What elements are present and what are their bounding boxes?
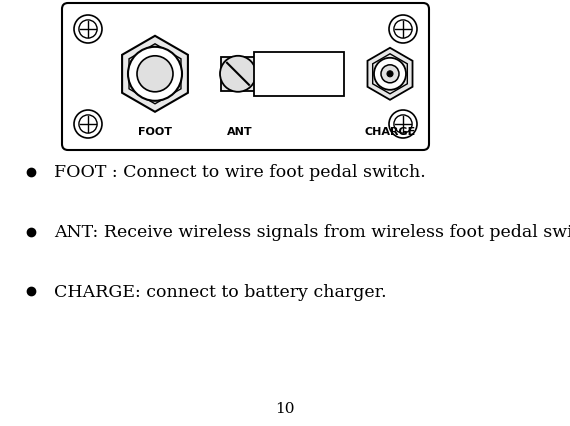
Circle shape: [394, 115, 412, 134]
Circle shape: [389, 111, 417, 139]
Circle shape: [74, 111, 102, 139]
Circle shape: [387, 72, 393, 78]
Text: 10: 10: [275, 401, 295, 415]
Circle shape: [374, 59, 406, 91]
Text: FOOT: FOOT: [138, 127, 172, 137]
Text: ANT: ANT: [227, 127, 253, 137]
Polygon shape: [221, 58, 255, 92]
Text: FOOT : Connect to wire foot pedal switch.: FOOT : Connect to wire foot pedal switch…: [54, 164, 426, 181]
Circle shape: [74, 16, 102, 44]
FancyBboxPatch shape: [62, 4, 429, 151]
Circle shape: [137, 57, 173, 92]
Polygon shape: [129, 45, 181, 104]
Text: ANT: Receive wireless signals from wireless foot pedal switch.: ANT: Receive wireless signals from wirel…: [54, 224, 570, 241]
Circle shape: [128, 48, 182, 101]
Circle shape: [79, 21, 97, 39]
Polygon shape: [373, 55, 408, 95]
Circle shape: [220, 57, 256, 92]
Text: CHARGE: CHARGE: [364, 127, 416, 137]
FancyBboxPatch shape: [254, 53, 344, 97]
Text: CHARGE: connect to battery charger.: CHARGE: connect to battery charger.: [54, 283, 387, 300]
Circle shape: [394, 21, 412, 39]
Circle shape: [79, 115, 97, 134]
Polygon shape: [122, 37, 188, 112]
Polygon shape: [368, 49, 413, 101]
Circle shape: [381, 66, 399, 83]
Circle shape: [389, 16, 417, 44]
